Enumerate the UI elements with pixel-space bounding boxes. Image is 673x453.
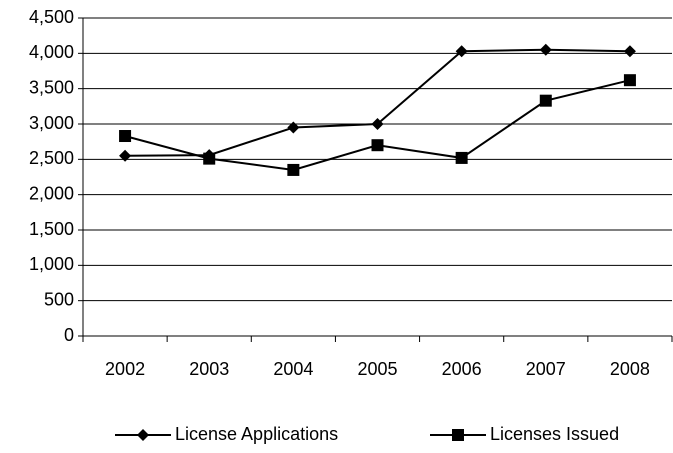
legend-marker xyxy=(137,429,149,441)
legend-label: License Applications xyxy=(175,424,338,444)
marker-diamond xyxy=(455,45,468,58)
legend-marker xyxy=(452,429,464,441)
marker-square xyxy=(455,151,468,164)
y-tick-label: 0 xyxy=(64,325,74,345)
y-tick-label: 4,000 xyxy=(29,42,74,62)
y-tick-label: 500 xyxy=(44,289,74,309)
marker-square xyxy=(203,152,216,165)
y-tick-label: 3,000 xyxy=(29,113,74,133)
y-tick-label: 1,500 xyxy=(29,219,74,239)
y-tick-label: 1,000 xyxy=(29,254,74,274)
marker-diamond xyxy=(119,149,132,162)
marker-diamond xyxy=(287,121,300,134)
x-tick-label: 2007 xyxy=(526,359,566,379)
legend-label: Licenses Issued xyxy=(490,424,619,444)
marker-diamond xyxy=(623,45,636,58)
x-tick-label: 2002 xyxy=(105,359,145,379)
y-tick-label: 2,500 xyxy=(29,148,74,168)
y-tick-label: 2,000 xyxy=(29,183,74,203)
x-tick-label: 2006 xyxy=(442,359,482,379)
marker-square xyxy=(371,139,384,152)
marker-square xyxy=(623,74,636,87)
marker-diamond xyxy=(371,118,384,130)
marker-diamond xyxy=(539,43,552,56)
marker-square xyxy=(539,94,552,107)
x-tick-label: 2005 xyxy=(357,359,397,379)
y-tick-label: 4,500 xyxy=(29,7,74,27)
marker-square xyxy=(119,130,132,143)
x-tick-label: 2004 xyxy=(273,359,313,379)
marker-square xyxy=(287,163,300,176)
x-tick-label: 2003 xyxy=(189,359,229,379)
x-tick-label: 2008 xyxy=(610,359,650,379)
y-tick-label: 3,500 xyxy=(29,77,74,97)
